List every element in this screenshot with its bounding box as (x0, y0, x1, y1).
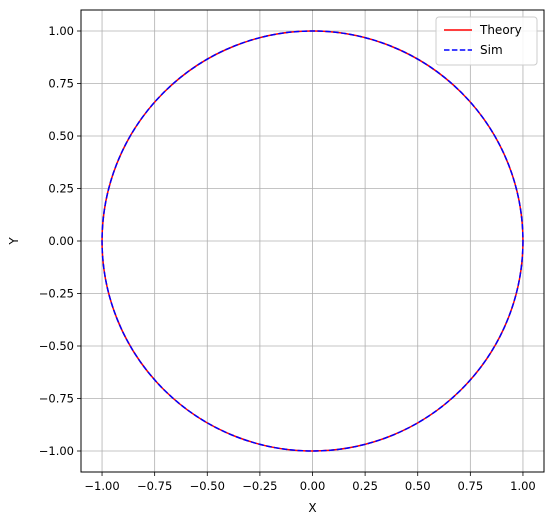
series-sim-curve (101, 30, 524, 452)
legend: Theory Sim (435, 16, 538, 66)
y-tick-label: −0.50 (39, 339, 74, 353)
y-axis-label: Y (7, 237, 21, 246)
x-tick-label: 0.25 (352, 479, 378, 493)
x-axis-label: X (308, 501, 316, 515)
x-tick-label: 0.50 (405, 479, 431, 493)
x-tick-label: 0.75 (458, 479, 484, 493)
x-tick-label: −1.00 (84, 479, 119, 493)
plot-series (101, 30, 524, 452)
y-tick-label: −1.00 (39, 444, 74, 458)
legend-label-theory: Theory (479, 23, 522, 37)
y-tick-label: 0.00 (48, 234, 74, 248)
y-tick-label: 0.25 (48, 182, 74, 196)
x-tick-label: −0.25 (242, 479, 277, 493)
x-tick-label: 1.00 (510, 479, 536, 493)
y-tick-label: 0.50 (48, 129, 74, 143)
x-tick-label: −0.50 (190, 479, 225, 493)
y-tick-label: 1.00 (48, 24, 74, 38)
x-tick-label: 0.00 (300, 479, 326, 493)
y-tick-label: −0.25 (39, 287, 74, 301)
y-tick-label: −0.75 (39, 392, 74, 406)
legend-label-sim: Sim (480, 43, 503, 57)
x-tick-label: −0.75 (137, 479, 172, 493)
axis-ticks: −1.00 −0.75 −0.50 −0.25 0.00 0.25 0.50 0.75 1.00… (39, 24, 536, 493)
legend-box (435, 16, 538, 66)
y-tick-label: 0.75 (48, 77, 74, 91)
